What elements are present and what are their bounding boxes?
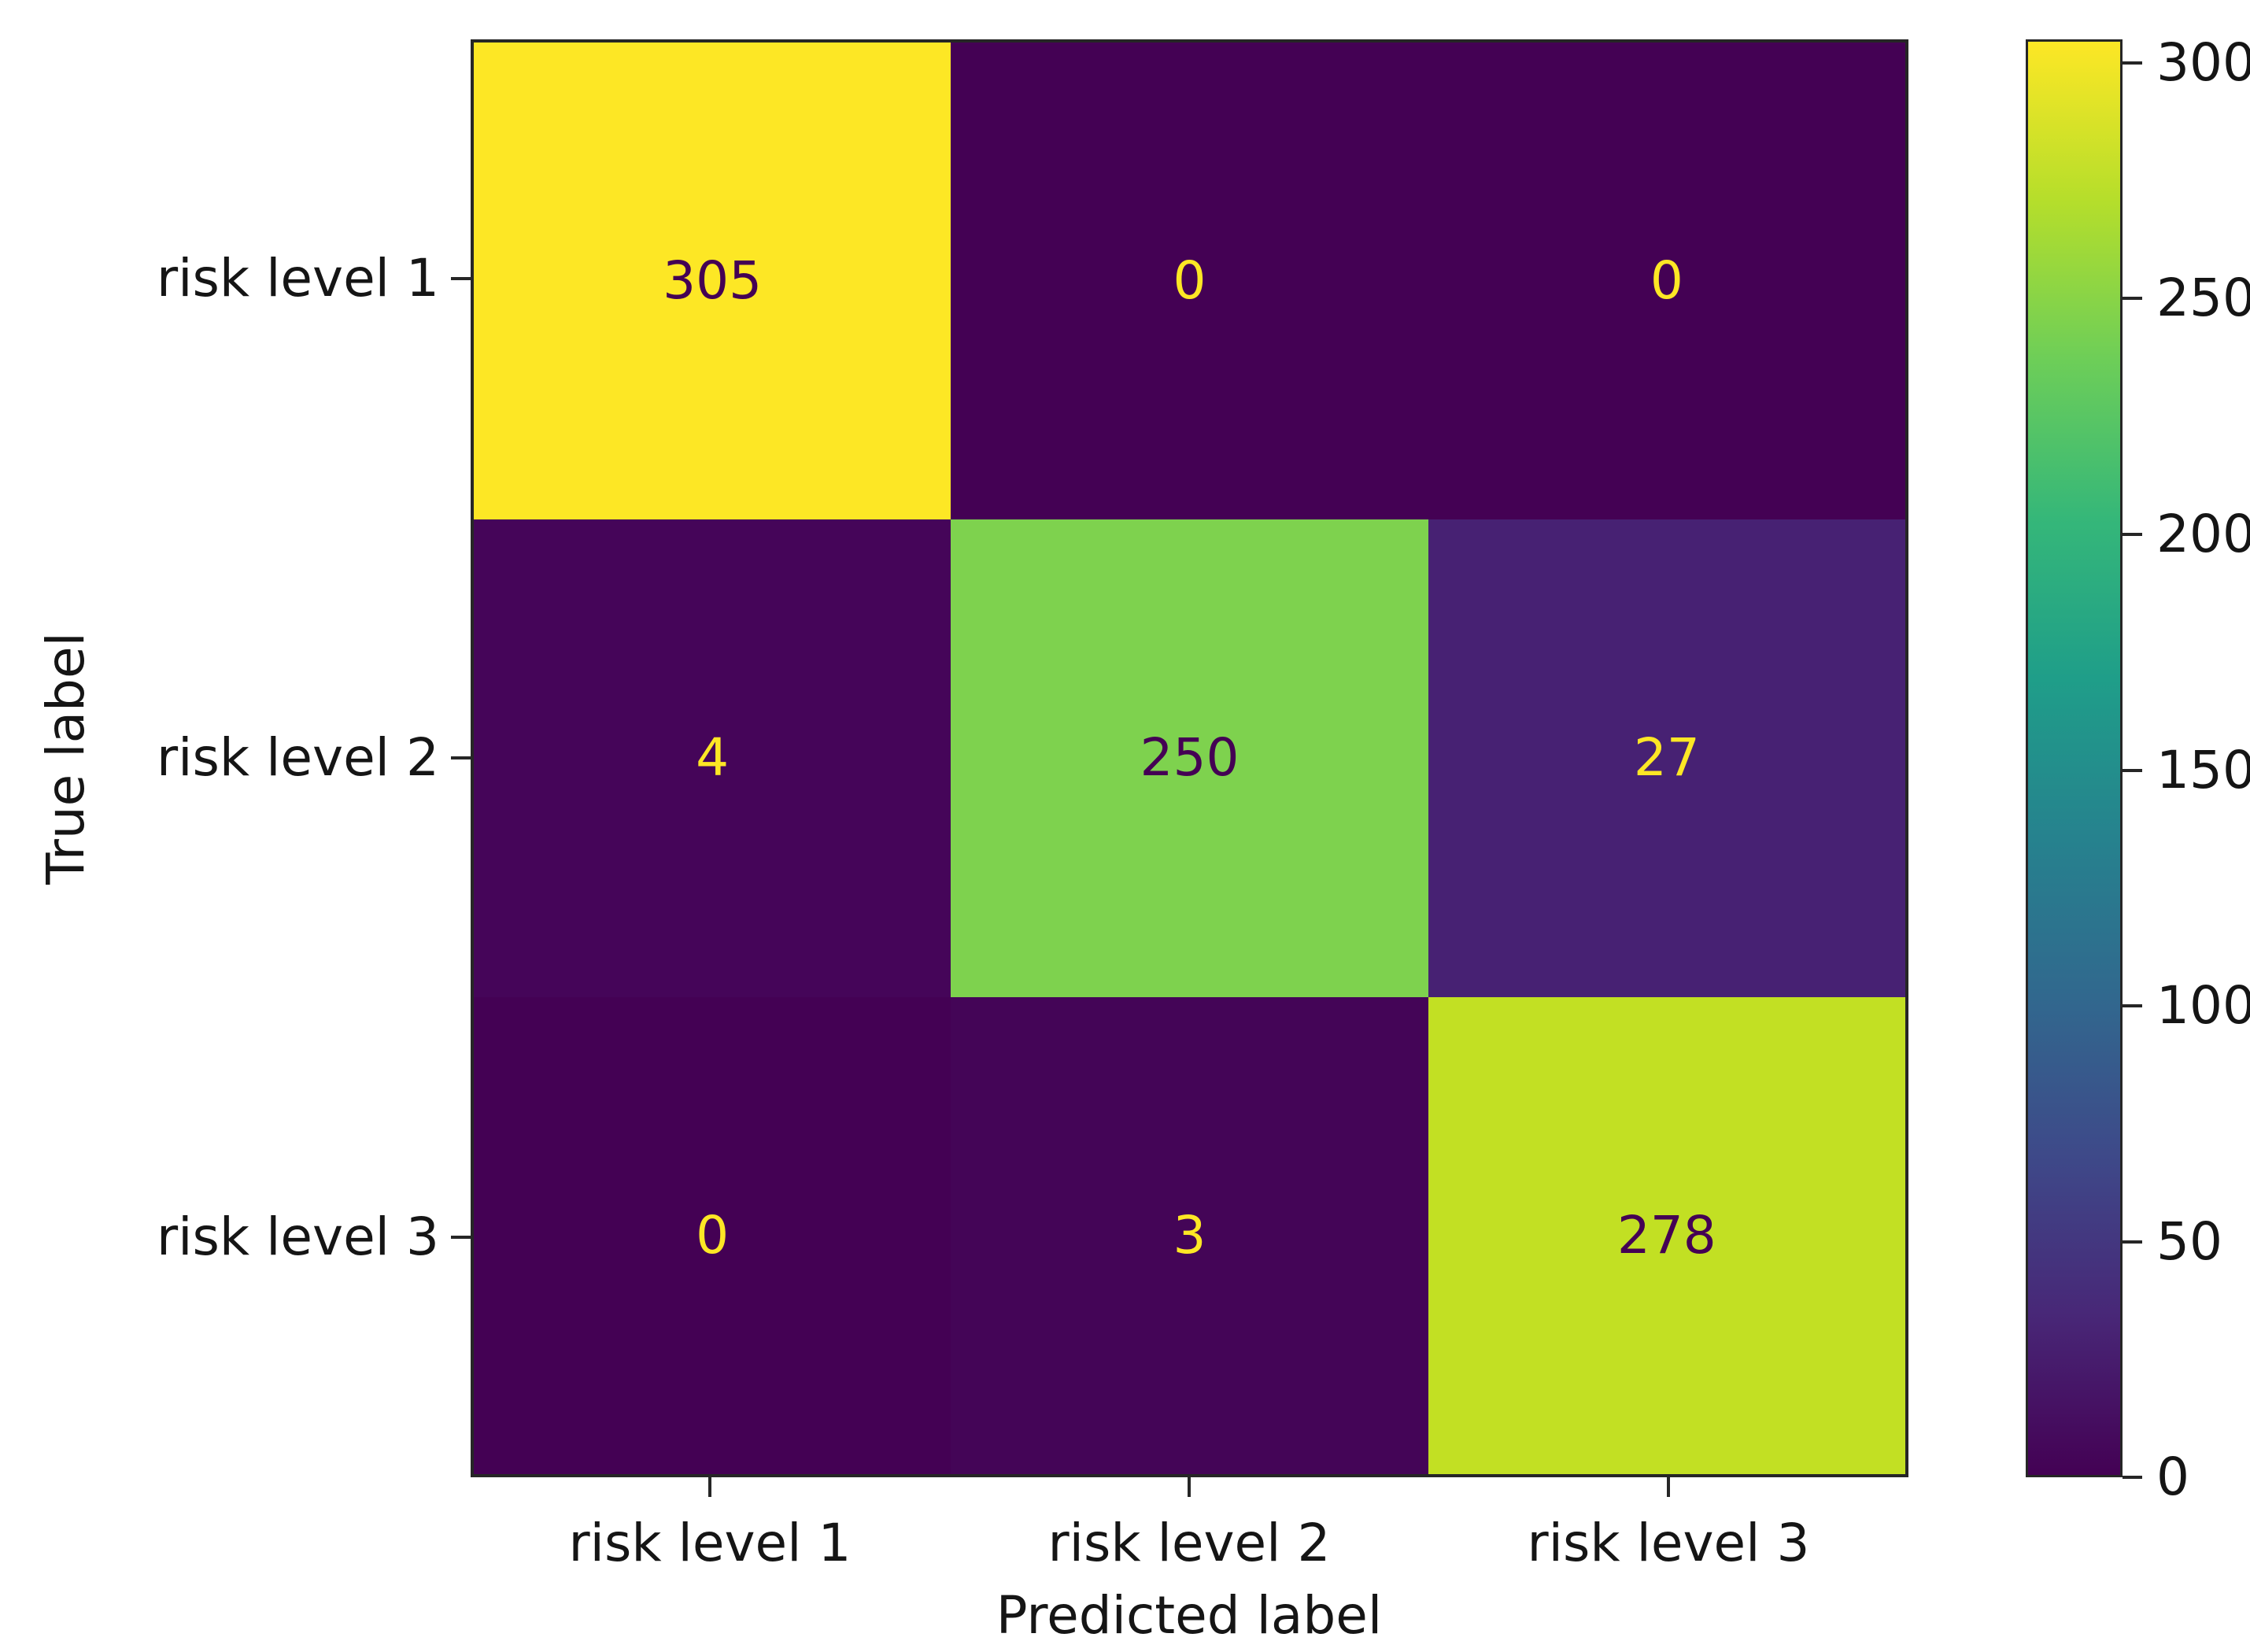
y-tick-label-row0: risk level 1 [157, 248, 439, 309]
colorbar-tick-mark [2123, 1004, 2142, 1007]
colorbar-tick-label-300: 300 [2156, 32, 2250, 93]
matrix-cell-r0c2: 0 [1428, 43, 1905, 520]
matrix-cell-r2c1: 3 [951, 996, 1428, 1474]
colorbar [2026, 39, 2123, 1477]
colorbar-tick-mark [2123, 533, 2142, 536]
colorbar-tick-mark [2123, 1476, 2142, 1479]
colorbar-tick-mark [2123, 769, 2142, 772]
matrix-cell-r0c1: 0 [951, 43, 1428, 520]
colorbar-tick-mark [2123, 1240, 2142, 1244]
heatmap-grid: 305 0 0 4 250 27 0 3 278 [471, 39, 1908, 1477]
colorbar-tick-label-100: 100 [2156, 975, 2250, 1036]
colorbar-tick-label-0: 0 [2156, 1447, 2189, 1507]
matrix-cell-r1c2: 27 [1428, 519, 1905, 997]
x-axis-title: Predicted label [996, 1585, 1383, 1646]
colorbar-tick-label-150: 150 [2156, 740, 2250, 800]
colorbar-tick-label-250: 250 [2156, 268, 2250, 328]
y-tick-mark [451, 1236, 471, 1239]
colorbar-tick-label-50: 50 [2156, 1211, 2222, 1272]
matrix-cell-r2c0: 0 [474, 996, 951, 1474]
y-tick-mark [451, 277, 471, 280]
x-tick-label-col1: risk level 2 [1047, 1513, 1331, 1573]
colorbar-tick-mark [2123, 297, 2142, 300]
colorbar-tick-label-200: 200 [2156, 504, 2250, 564]
y-tick-label-row2: risk level 3 [157, 1207, 439, 1267]
matrix-cell-r1c1: 250 [951, 519, 1428, 997]
matrix-cell-r1c0: 4 [474, 519, 951, 997]
matrix-cell-r0c0: 305 [474, 43, 951, 520]
x-tick-mark [1667, 1477, 1670, 1497]
x-tick-label-col0: risk level 1 [568, 1513, 852, 1573]
x-tick-label-col2: risk level 3 [1527, 1513, 1810, 1573]
y-tick-label-row1: risk level 2 [157, 727, 439, 788]
y-tick-mark [451, 756, 471, 759]
colorbar-tick-mark [2123, 61, 2142, 65]
x-tick-mark [1188, 1477, 1191, 1497]
matrix-cell-r2c2: 278 [1428, 996, 1905, 1474]
x-tick-mark [708, 1477, 711, 1497]
